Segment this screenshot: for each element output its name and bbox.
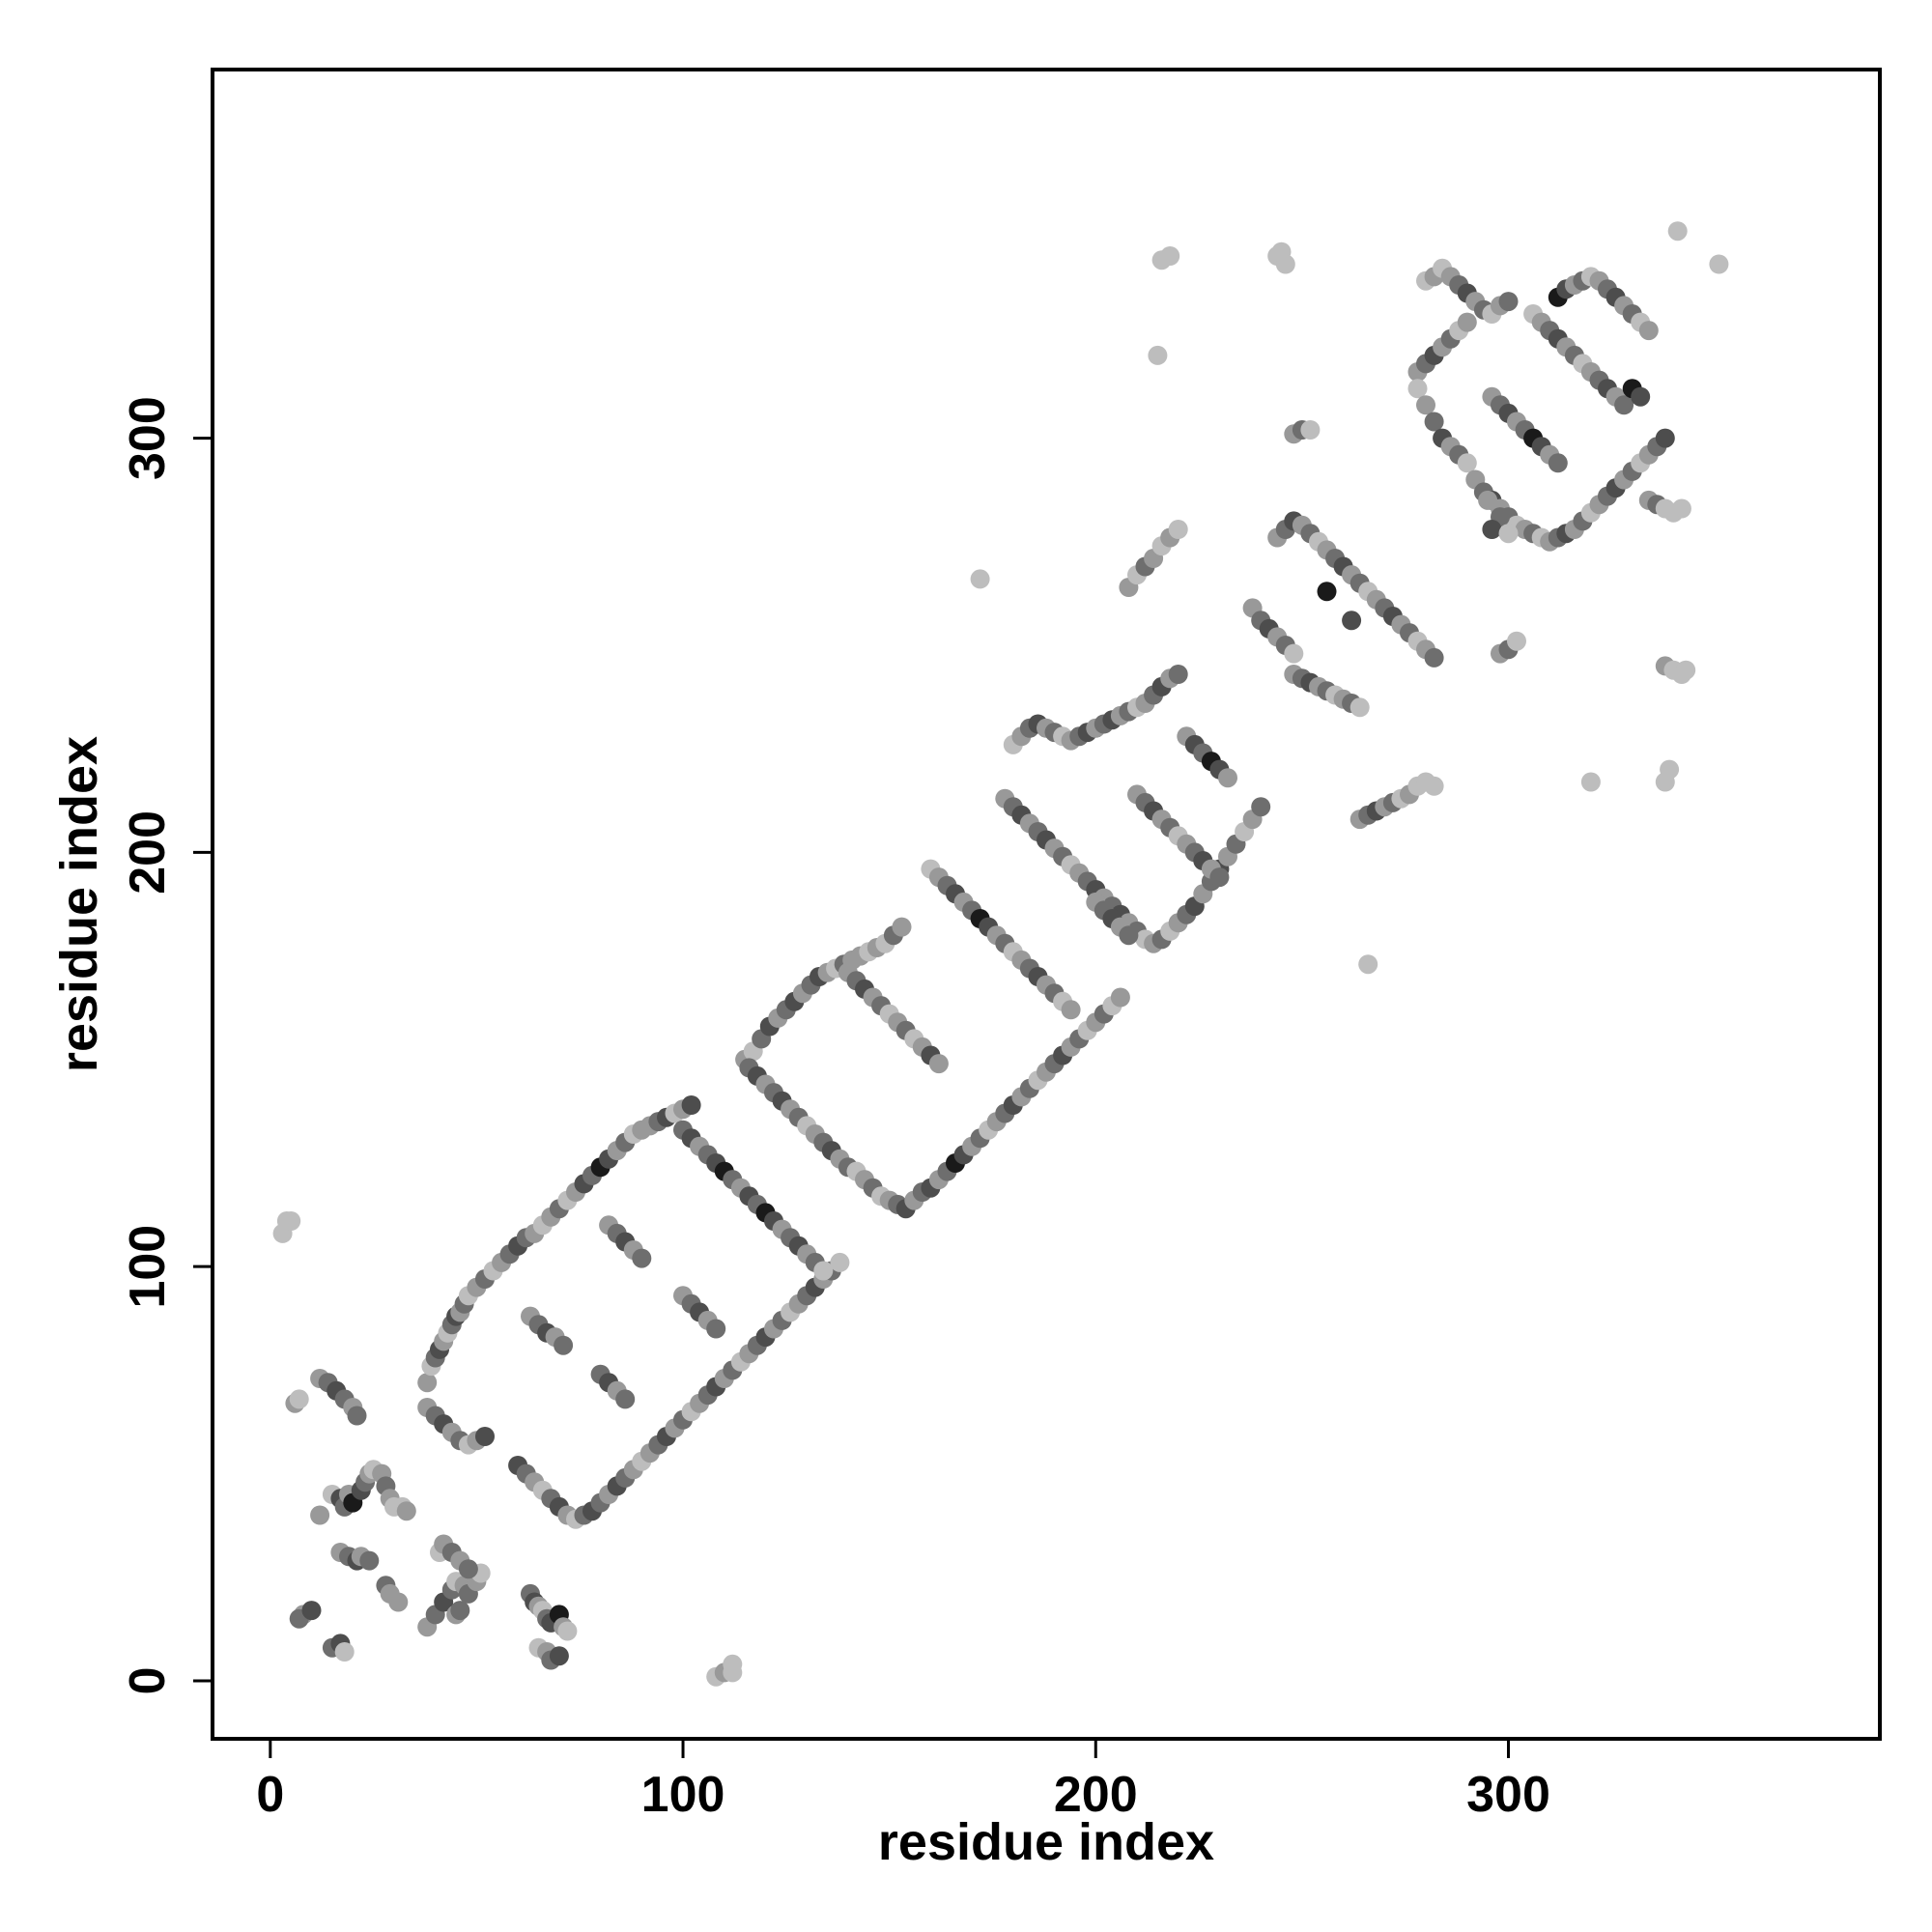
data-point [928, 1054, 949, 1074]
y-axis-title: residue index [50, 736, 108, 1072]
data-point [1119, 925, 1139, 946]
x-tick-label: 200 [1054, 1767, 1138, 1823]
data-point [1424, 776, 1444, 796]
data-point [706, 1319, 726, 1339]
data-point [310, 1505, 330, 1525]
x-tick-label: 100 [641, 1767, 725, 1823]
data-point [1676, 660, 1696, 680]
data-point [1498, 524, 1519, 544]
data-point [1424, 412, 1444, 432]
data-point [1655, 428, 1675, 448]
data-point [615, 1389, 636, 1409]
data-point [475, 1427, 495, 1446]
y-tick-label: 200 [120, 810, 176, 895]
data-point [970, 569, 990, 589]
y-axis: 0 100 200 300 [120, 396, 213, 1694]
data-point [1148, 345, 1168, 365]
data-point [388, 1592, 409, 1612]
data-point [723, 1662, 743, 1683]
data-point [289, 1389, 309, 1409]
data-point [1478, 490, 1498, 510]
data-point [458, 1559, 478, 1579]
data-point [1580, 772, 1601, 792]
data-point [417, 1373, 438, 1393]
data-point [1218, 768, 1237, 788]
data-points [272, 221, 1729, 1687]
data-point [1631, 386, 1651, 407]
data-point [1498, 292, 1519, 312]
data-point [1160, 246, 1180, 266]
data-point [1507, 631, 1526, 651]
data-point [830, 1252, 850, 1272]
data-point [450, 1601, 470, 1621]
data-point [1548, 453, 1568, 473]
data-point [892, 917, 912, 937]
y-tick-label: 300 [120, 396, 176, 480]
data-point [1660, 759, 1680, 780]
data-point [1350, 697, 1370, 718]
data-point [359, 1550, 380, 1571]
data-point [396, 1501, 416, 1521]
data-point [1424, 647, 1444, 668]
data-point [1358, 954, 1378, 975]
data-point [557, 1621, 578, 1641]
data-point [1614, 395, 1634, 415]
data-point [1317, 582, 1337, 602]
data-point [1061, 1000, 1081, 1020]
data-point [1667, 221, 1688, 242]
data-point [347, 1406, 367, 1426]
data-point [1168, 520, 1188, 539]
y-tick-label: 100 [120, 1225, 176, 1309]
y-tick-label: 0 [120, 1667, 176, 1695]
data-point [632, 1248, 652, 1268]
data-point [1482, 520, 1502, 539]
data-point [1457, 312, 1477, 332]
data-point [1709, 254, 1729, 274]
data-point [301, 1601, 322, 1621]
data-point [334, 1642, 355, 1662]
x-axis: 0 100 200 300 [256, 1739, 1550, 1823]
data-point [549, 1646, 569, 1666]
data-point [1275, 254, 1295, 274]
data-point [1671, 498, 1691, 519]
data-point [281, 1211, 301, 1231]
data-point [1284, 643, 1304, 664]
data-point [1416, 395, 1435, 415]
data-point [1457, 453, 1477, 473]
data-point [554, 1335, 574, 1355]
x-axis-title: residue index [878, 1813, 1214, 1871]
plot-frame [211, 68, 1882, 1741]
data-point [1251, 797, 1271, 817]
x-tick-label: 0 [256, 1767, 284, 1823]
data-point [681, 1095, 701, 1115]
data-point [1110, 987, 1130, 1008]
data-point [813, 1261, 834, 1281]
data-point [1209, 867, 1230, 888]
data-point [1407, 379, 1428, 399]
x-tick-label: 300 [1466, 1767, 1550, 1823]
data-point [1300, 420, 1321, 440]
data-point [1638, 321, 1659, 341]
data-point [1342, 611, 1362, 631]
data-point [1168, 665, 1188, 684]
